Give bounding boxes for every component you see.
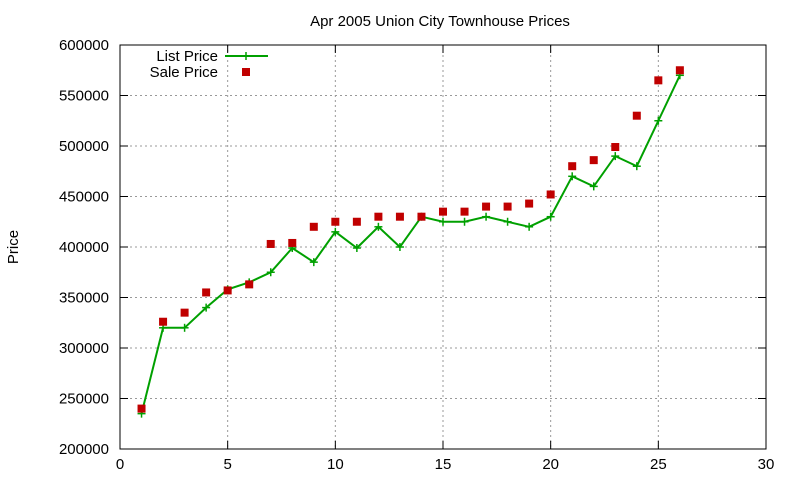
legend-label-sale-price: Sale Price: [150, 64, 218, 81]
data-point-list-price: [309, 258, 318, 267]
series-list-price: [137, 71, 684, 418]
x-tick-label: 5: [223, 456, 231, 473]
data-point-sale-price: [675, 66, 684, 75]
y-tick-label: 400000: [59, 239, 109, 256]
data-point-list-price: [503, 217, 512, 226]
series: [137, 66, 684, 418]
ticks: 200000 250000 300000 350000 400000 450000 5000…: [59, 37, 774, 473]
x-tick-label: 0: [116, 456, 124, 473]
legend-marker-list-price: [242, 52, 250, 60]
y-tick-label: 550000: [59, 88, 109, 105]
data-point-sale-price: [460, 207, 469, 216]
y-tick-label: 250000: [59, 391, 109, 408]
data-point-sale-price: [632, 111, 641, 120]
data-point-list-price: [352, 244, 361, 253]
data-point-list-price: [439, 217, 447, 226]
y-tick-label: 450000: [59, 189, 109, 206]
data-point-sale-price: [395, 212, 404, 221]
data-point-sale-price: [223, 286, 232, 295]
series-sale-price: [137, 66, 684, 413]
x-tick-label: 25: [650, 456, 667, 473]
data-point-sale-price: [503, 202, 512, 211]
y-tick-label: 200000: [59, 441, 109, 458]
y-tick-label: 500000: [59, 138, 109, 155]
data-point-sale-price: [352, 217, 361, 226]
data-point-list-price: [589, 182, 598, 191]
legend-marker-sale-price: [242, 68, 250, 76]
data-point-sale-price: [611, 143, 620, 152]
data-point-sale-price: [180, 308, 189, 317]
data-point-sale-price: [654, 76, 663, 85]
y-tick-label: 350000: [59, 290, 109, 307]
y-axis-label: Price: [5, 230, 22, 264]
y-tick-label: 600000: [59, 37, 109, 54]
y-tick-label: 300000: [59, 340, 109, 357]
data-point-list-price: [654, 116, 663, 125]
data-point-list-price: [331, 227, 340, 236]
data-point-sale-price: [525, 199, 534, 208]
data-point-list-price: [374, 222, 383, 231]
x-tick-label: 10: [327, 456, 344, 473]
data-point-list-price: [525, 222, 534, 231]
data-point-sale-price: [589, 156, 598, 165]
data-point-list-price: [611, 152, 620, 161]
data-point-sale-price: [288, 238, 297, 247]
data-point-sale-price: [202, 288, 211, 297]
data-point-list-price: [266, 268, 275, 277]
legend-label-list-price: List Price: [156, 48, 218, 65]
series-line-list-price: [140, 74, 681, 414]
legend: List Price Sale Price: [150, 48, 268, 81]
data-point-sale-price: [439, 207, 447, 216]
data-point-list-price: [568, 172, 577, 181]
data-point-sale-price: [417, 212, 426, 221]
chart-title: Apr 2005 Union City Townhouse Prices: [310, 13, 570, 30]
data-point-sale-price: [266, 239, 275, 248]
data-point-list-price: [482, 212, 491, 221]
data-point-list-price: [546, 212, 555, 221]
grid: [120, 45, 766, 449]
data-point-list-price: [460, 217, 469, 226]
x-tick-label: 15: [435, 456, 452, 473]
data-point-sale-price: [482, 202, 491, 211]
data-point-sale-price: [159, 317, 168, 326]
data-point-list-price: [202, 303, 211, 312]
data-point-sale-price: [245, 280, 254, 289]
x-tick-label: 20: [542, 456, 559, 473]
x-tick-label: 30: [758, 456, 775, 473]
data-point-sale-price: [137, 404, 146, 413]
data-point-list-price: [395, 243, 404, 251]
data-point-sale-price: [374, 212, 383, 221]
data-point-sale-price: [331, 217, 340, 226]
data-point-sale-price: [568, 162, 577, 171]
data-point-sale-price: [546, 190, 555, 199]
data-point-sale-price: [309, 222, 318, 231]
data-point-list-price: [632, 162, 641, 171]
data-point-list-price: [180, 323, 189, 332]
